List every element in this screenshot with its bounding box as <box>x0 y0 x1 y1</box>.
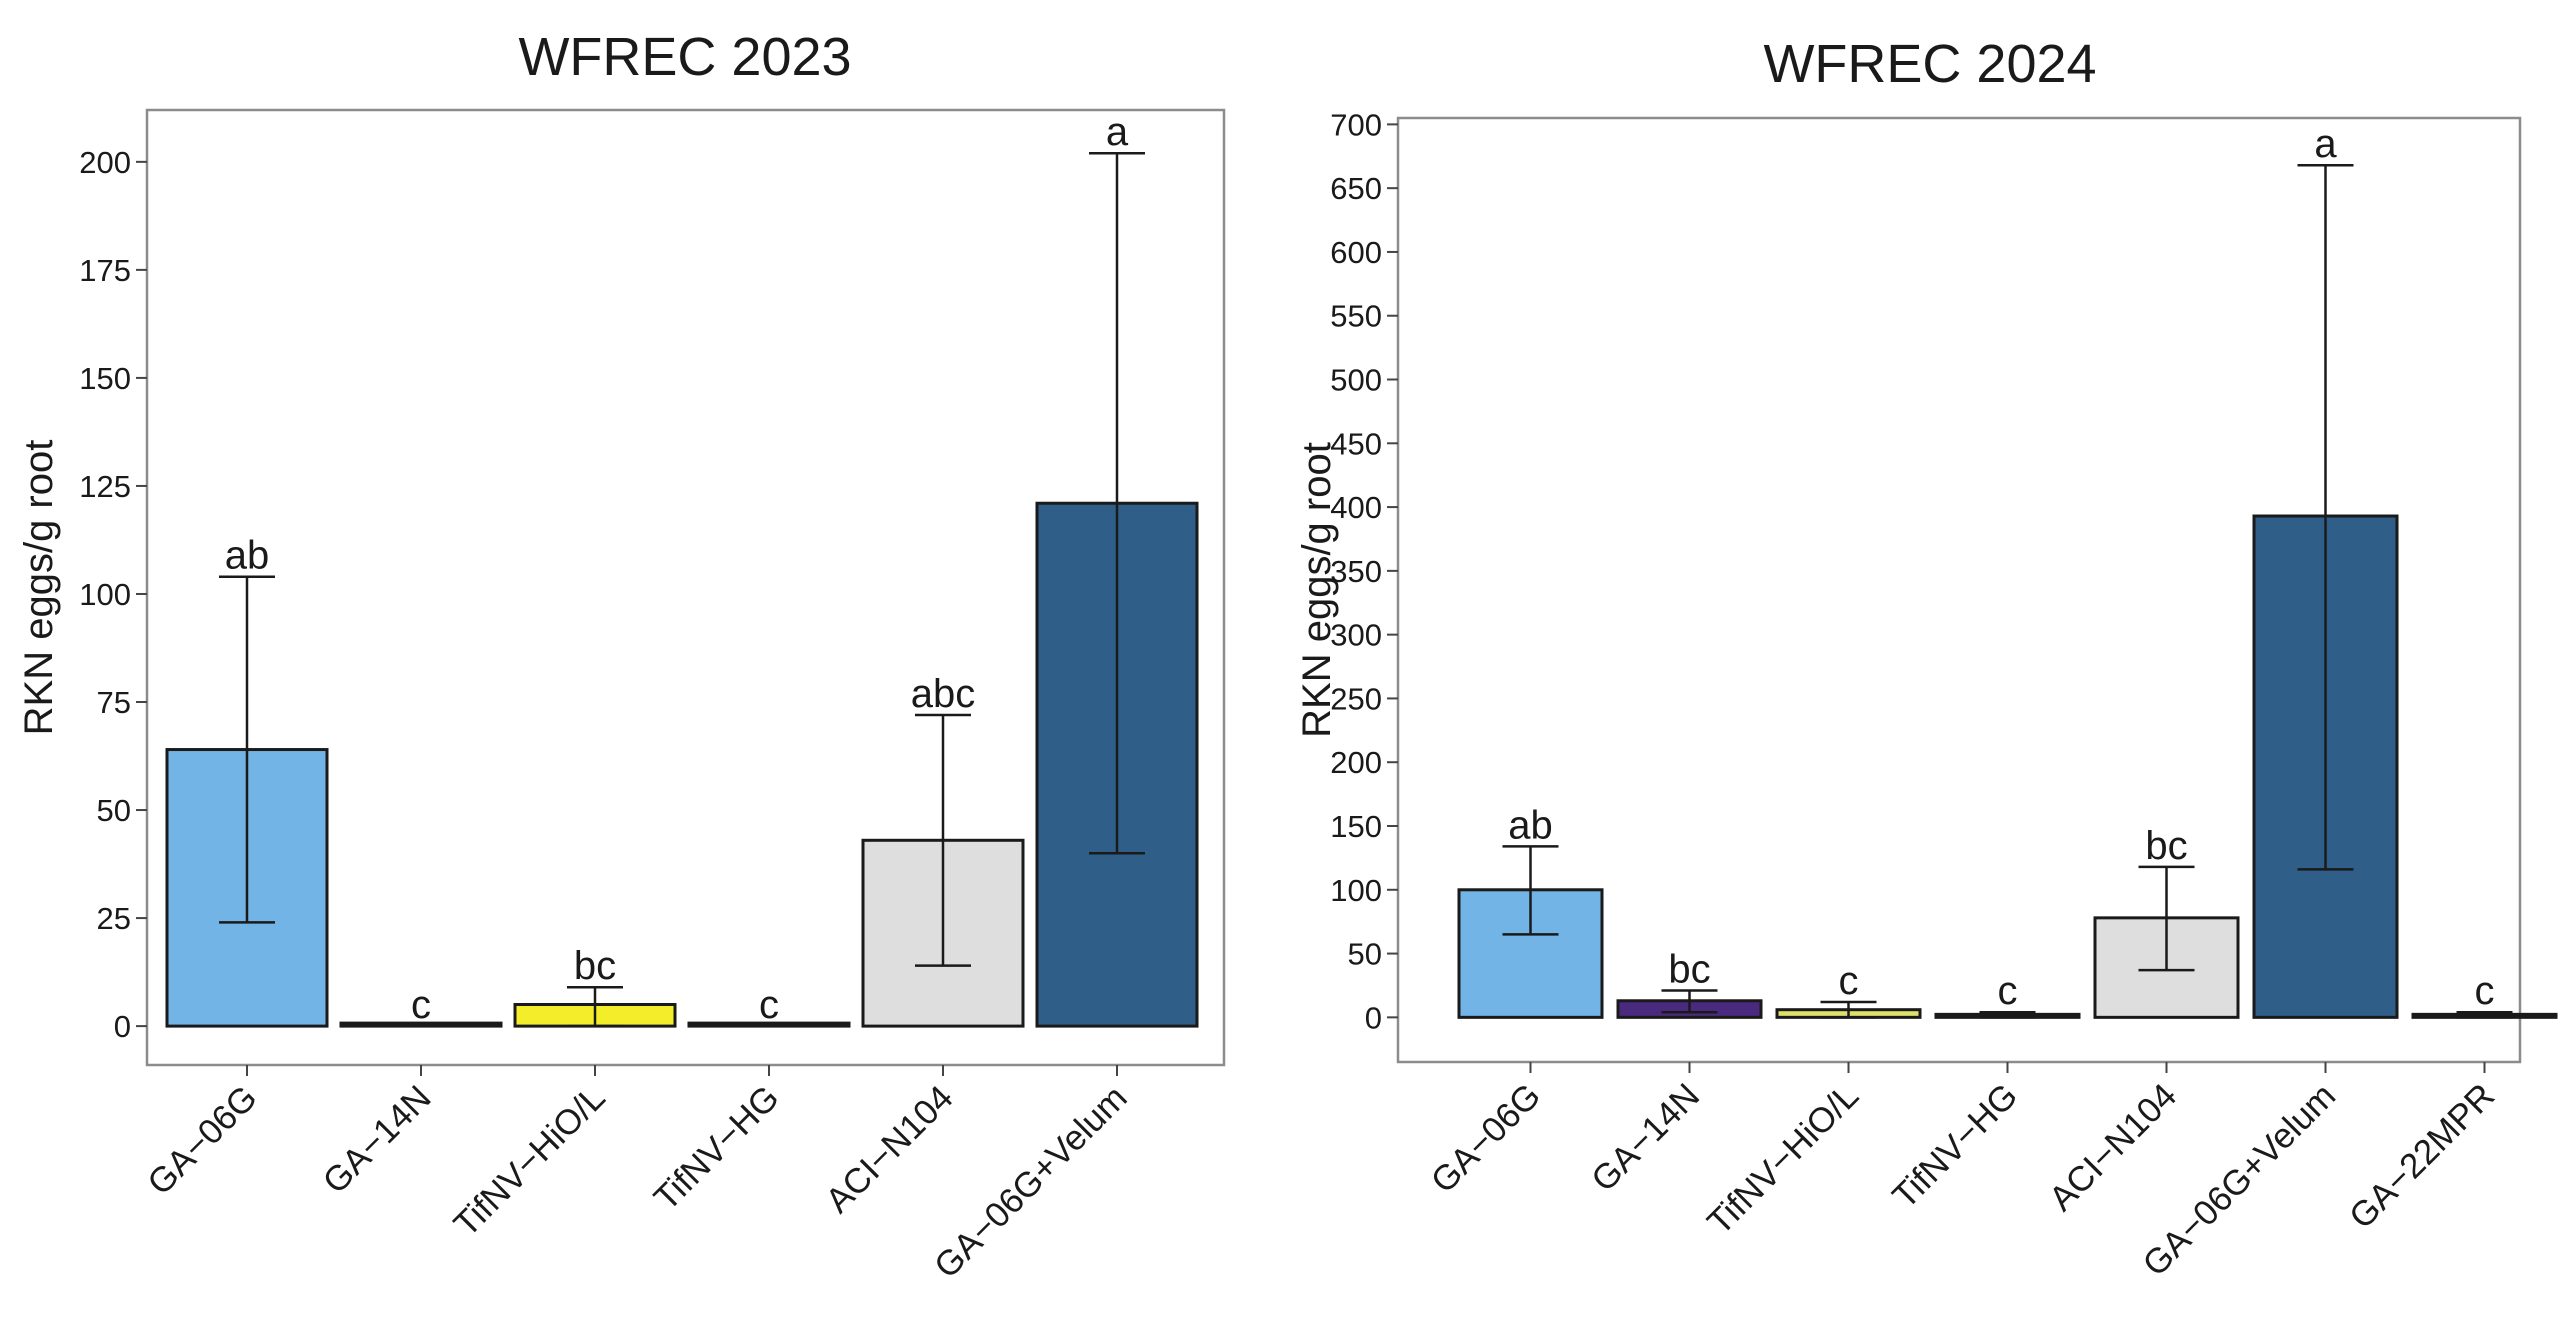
chart-wfrec-2024: WFREC 2024 RKN eggs/g root 0 50 100 150 200 250… <box>1295 34 2558 1284</box>
y-tick-label: 250 <box>1330 681 1382 716</box>
y-tick-label: 600 <box>1330 235 1382 270</box>
significance-label-2: bc <box>1668 948 1710 992</box>
y-tick-label: 700 <box>1330 107 1382 142</box>
plot-panel <box>1396 116 2522 1064</box>
significance-label-6: a <box>2314 122 2337 166</box>
y-tick-label: 550 <box>1330 299 1382 334</box>
bar-2 <box>339 1021 503 1028</box>
y-tick-label: 25 <box>97 901 131 936</box>
chart-title: WFREC 2024 <box>1763 34 2096 94</box>
significance-label-1: ab <box>1508 803 1553 847</box>
category-label-6: GA−06G+Velum <box>927 1078 1135 1286</box>
category-label-1: GA−06G <box>140 1078 265 1203</box>
significance-label-7: c <box>2475 969 2495 1013</box>
significance-label-3: c <box>1839 959 1859 1003</box>
plot-panel <box>145 108 1226 1067</box>
significance-label-4: c <box>1998 969 2018 1013</box>
category-label-7: GA−22MPR <box>2342 1076 2502 1236</box>
y-axis-title: RKN eggs/g root <box>1295 442 1339 738</box>
y-axis-title: RKN eggs/g root <box>17 440 61 736</box>
y-tick-label: 125 <box>79 469 131 504</box>
bar-4 <box>687 1021 851 1028</box>
y-tick-label: 650 <box>1330 171 1382 206</box>
category-label-4: TifNV−HG <box>647 1078 787 1218</box>
category-label-2: GA−14N <box>1584 1076 1707 1199</box>
significance-label-1: ab <box>225 534 270 578</box>
y-tick-label: 200 <box>1330 745 1382 780</box>
significance-label-2: c <box>411 983 431 1027</box>
chart-wfrec-2023: WFREC 2023 RKN eggs/g root 0 25 50 75 100 125 15… <box>17 27 1226 1286</box>
significance-label-5: bc <box>2145 824 2187 868</box>
y-tick-label: 200 <box>79 145 131 180</box>
y-tick-label: 50 <box>1348 937 1382 972</box>
y-tick-label: 150 <box>1330 809 1382 844</box>
category-label-1: GA−06G <box>1424 1076 1549 1201</box>
y-tick-label: 450 <box>1330 426 1382 461</box>
y-tick-label: 500 <box>1330 363 1382 398</box>
category-label-3: TifNV−HiO/L <box>446 1078 612 1244</box>
category-label-3: TifNV−HiO/L <box>1700 1076 1866 1242</box>
y-tick-label: 400 <box>1330 490 1382 525</box>
y-tick-label: 50 <box>97 793 131 828</box>
y-tick-label: 0 <box>1365 1000 1382 1035</box>
category-label-2: GA−14N <box>315 1078 438 1201</box>
y-tick-label: 150 <box>79 361 131 396</box>
significance-label-5: abc <box>911 672 976 716</box>
y-tick-label: 0 <box>114 1009 131 1044</box>
y-tick-label: 75 <box>97 685 131 720</box>
y-tick-label: 300 <box>1330 618 1382 653</box>
chart-title: WFREC 2023 <box>518 27 851 87</box>
y-tick-label: 100 <box>79 577 131 612</box>
significance-label-6: a <box>1106 110 1129 154</box>
category-label-5: ACI−N104 <box>818 1078 960 1220</box>
y-tick-label: 350 <box>1330 554 1382 589</box>
category-label-4: TifNV−HG <box>1885 1076 2025 1216</box>
significance-label-4: c <box>759 983 779 1027</box>
significance-label-3: bc <box>574 944 616 988</box>
y-tick-label: 100 <box>1330 873 1382 908</box>
category-label-5: ACI−N104 <box>2042 1076 2184 1218</box>
y-tick-label: 175 <box>79 253 131 288</box>
